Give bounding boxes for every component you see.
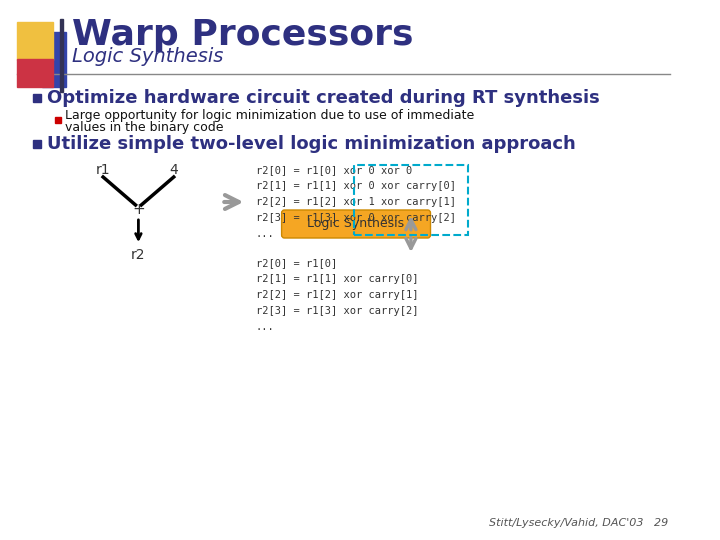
Text: r2[2] = r1[2] xor carry[1]: r2[2] = r1[2] xor carry[1] bbox=[256, 290, 418, 300]
Text: r1: r1 bbox=[96, 163, 110, 177]
Bar bbox=[33, 140, 41, 148]
Text: r2[2] = r1[2] xor 1 xor carry[1]: r2[2] = r1[2] xor 1 xor carry[1] bbox=[256, 197, 456, 207]
Text: r2: r2 bbox=[131, 248, 145, 262]
Bar bbox=[17, 59, 53, 87]
Text: values in the binary code: values in the binary code bbox=[65, 120, 223, 133]
Bar bbox=[42, 32, 66, 87]
Text: Large opportunity for logic minimization due to use of immediate: Large opportunity for logic minimization… bbox=[65, 109, 474, 122]
Text: 4: 4 bbox=[169, 163, 178, 177]
Text: r2[0] = r1[0] xor 0 xor 0: r2[0] = r1[0] xor 0 xor 0 bbox=[256, 165, 412, 175]
Text: +: + bbox=[132, 202, 145, 218]
Text: Logic Synthesis: Logic Synthesis bbox=[307, 218, 405, 231]
Text: r2[1] = r1[1] xor carry[0]: r2[1] = r1[1] xor carry[0] bbox=[256, 274, 418, 284]
Text: ...: ... bbox=[256, 229, 274, 239]
Text: r2[1] = r1[1] xor 0 xor carry[0]: r2[1] = r1[1] xor 0 xor carry[0] bbox=[256, 181, 456, 191]
Bar bbox=[55, 117, 61, 123]
Text: ...: ... bbox=[256, 322, 274, 332]
Text: r2[0] = r1[0]: r2[0] = r1[0] bbox=[256, 258, 337, 268]
Bar bbox=[60, 19, 63, 92]
Text: r2[3] = r1[3] xor carry[2]: r2[3] = r1[3] xor carry[2] bbox=[256, 306, 418, 316]
Bar bbox=[17, 22, 53, 60]
Text: r2[3] = r1[3] xor 0 xor carry[2]: r2[3] = r1[3] xor 0 xor carry[2] bbox=[256, 213, 456, 223]
Text: Logic Synthesis: Logic Synthesis bbox=[71, 48, 223, 66]
FancyBboxPatch shape bbox=[282, 210, 431, 238]
Bar bbox=[33, 94, 41, 102]
Text: Stitt/Lysecky/Vahid, DAC'03   29: Stitt/Lysecky/Vahid, DAC'03 29 bbox=[489, 518, 668, 528]
Text: Warp Processors: Warp Processors bbox=[71, 18, 413, 52]
Text: Optimize hardware circuit created during RT synthesis: Optimize hardware circuit created during… bbox=[47, 89, 600, 107]
Text: Utilize simple two-level logic minimization approach: Utilize simple two-level logic minimizat… bbox=[47, 135, 575, 153]
